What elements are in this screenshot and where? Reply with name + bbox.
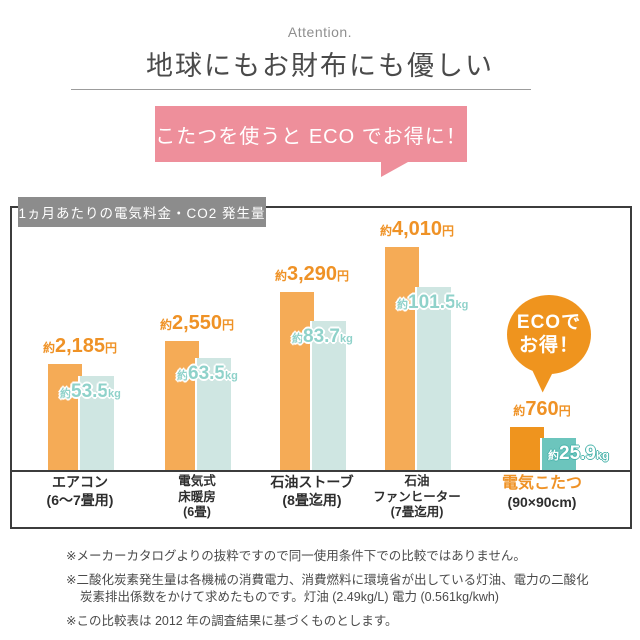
- label-part: kg: [339, 333, 353, 345]
- co2-value-label: 約83.7kg: [292, 326, 353, 348]
- co2-bar: [415, 287, 451, 470]
- chart-baseline: [12, 470, 630, 472]
- label-part: 4,010: [391, 218, 443, 240]
- eco-badge-line1: ECOで: [516, 311, 582, 333]
- eco-badge-line2: お得！: [518, 334, 579, 356]
- footnotes: ※メーカーカタログよりの抜粋ですので同一使用条件下での比較ではありません。 ※二酸…: [66, 548, 590, 636]
- label-part: 101.5: [408, 292, 456, 313]
- label-part: kg: [595, 450, 609, 462]
- label-part: 約: [379, 224, 392, 238]
- cost-bar: [48, 364, 82, 470]
- co2-bar: [195, 358, 231, 470]
- cost-value-label: 約760円: [513, 398, 570, 421]
- category-label-line: (6畳): [183, 505, 211, 520]
- label-part: 2,185: [54, 335, 106, 357]
- co2-bar: [310, 321, 346, 470]
- category-label-line: ファンヒーター: [373, 489, 461, 504]
- label-part: 円: [105, 341, 118, 355]
- co2-bar: [78, 376, 114, 470]
- label-part: 約: [397, 299, 408, 311]
- cost-value-label: 約2,185円: [43, 335, 117, 358]
- category-label-line: 電気こたつ: [501, 475, 583, 492]
- category-label: 石油ストーブ (8畳迄用): [270, 474, 353, 509]
- cost-bar: [385, 247, 419, 470]
- category-label-line: エアコン: [52, 474, 108, 490]
- label-part: kg: [107, 388, 121, 400]
- divider-line: [71, 89, 531, 90]
- footnote-item: ※この比較表は 2012 年の調査結果に基づくものとします。: [66, 613, 398, 628]
- cost-value-label: 約3,290円: [275, 263, 349, 286]
- label-part: 53.5: [71, 381, 108, 402]
- label-part: 円: [442, 224, 455, 238]
- label-part: kg: [455, 299, 469, 311]
- category-label-line: 石油: [404, 474, 430, 488]
- page-title: 地球にもお財布にも優しい: [146, 51, 494, 81]
- label-part: 約: [159, 318, 172, 332]
- callout-bubble-text: こたつを使うと ECO でお得に！: [155, 125, 467, 148]
- label-part: kg: [224, 370, 238, 382]
- category-label: エアコン (6〜7畳用): [47, 474, 114, 509]
- co2-value-label: 約63.5kg: [177, 363, 238, 385]
- category-label-line: (8畳迄用): [282, 491, 342, 508]
- category-label: 電気式 床暖房 (6畳): [178, 474, 216, 521]
- label-part: 約: [42, 341, 55, 355]
- co2-value-label: 約25.9kg: [548, 443, 609, 465]
- label-part: 25.9: [559, 443, 596, 464]
- chart-title-badge: 1ヵ月あたりの電気料金・CO2 発生量: [18, 197, 266, 227]
- co2-value-label: 約53.5kg: [60, 381, 121, 403]
- cost-bar: [165, 341, 199, 470]
- label-part: 円: [222, 318, 235, 332]
- category-label: 電気こたつ (90×90cm): [502, 474, 582, 512]
- label-part: 63.5: [188, 363, 225, 384]
- category-label-line: (90×90cm): [507, 494, 577, 510]
- callout-bubble: こたつを使うと ECO でお得に！: [155, 106, 467, 177]
- label-part: 2,550: [171, 312, 223, 334]
- label-part: 約: [292, 333, 303, 345]
- attention-label: Attention.: [287, 24, 353, 40]
- category-label-line: 床暖房: [178, 489, 216, 504]
- co2-value-label: 約101.5kg: [397, 292, 468, 314]
- category-label-line: (7畳迄用): [390, 505, 444, 520]
- callout-bubble-tail: [381, 162, 408, 177]
- label-part: 円: [337, 269, 350, 283]
- label-part: 約: [513, 404, 526, 418]
- category-label-line: 石油ストーブ: [270, 474, 354, 490]
- label-part: 83.7: [303, 326, 340, 347]
- label-part: 約: [177, 370, 188, 382]
- eco-badge-tail: [532, 367, 559, 394]
- cost-value-label: 約2,550円: [160, 312, 234, 335]
- chart-plot-area: 約2,185円 約53.5kg エアコン (6〜7畳用) 約2,550円 約63.5kg 電…: [12, 208, 630, 527]
- label-part: 円: [558, 404, 571, 418]
- label-part: 約: [274, 269, 287, 283]
- label-part: 760: [525, 398, 559, 420]
- eco-badge: ECOで お得！: [507, 295, 591, 394]
- label-part: 約: [60, 388, 71, 400]
- co2-bar: [540, 438, 576, 470]
- footnote-item: ※二酸化炭素発生量は各機械の消費電力、消費燃料に環境省が出している灯油、電力の二…: [66, 572, 589, 605]
- footnote-item: ※メーカーカタログよりの抜粋ですので同一使用条件下での比較ではありません。: [66, 549, 526, 563]
- cost-value-label: 約4,010円: [380, 218, 454, 241]
- cost-bar: [280, 292, 314, 470]
- label-part: 約: [548, 450, 559, 462]
- category-label-line: 電気式: [178, 474, 216, 488]
- cost-bar: [510, 427, 544, 470]
- category-label: 石油 ファンヒーター (7畳迄用): [373, 474, 461, 521]
- label-part: 3,290: [286, 263, 338, 285]
- category-label-line: (6〜7畳用): [46, 491, 114, 508]
